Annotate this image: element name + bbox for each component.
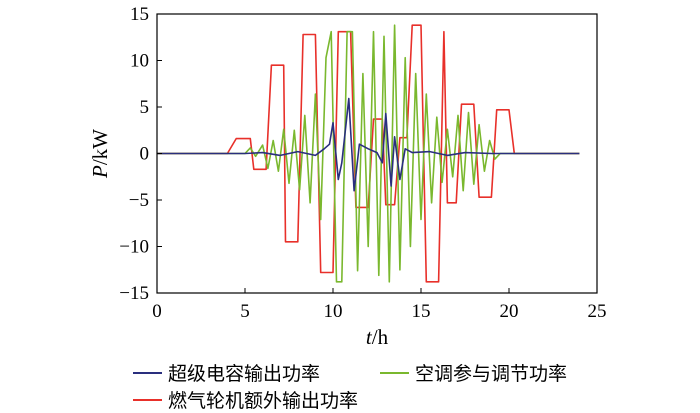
series-line-2: [157, 97, 580, 192]
series-layer: [157, 24, 580, 283]
series-line-1: [157, 24, 580, 283]
x-tick-label-1: 5: [240, 301, 250, 322]
x-axis-unit: /h: [372, 325, 389, 349]
legend-label-supercap: 超级电容输出功率: [168, 363, 320, 385]
y-tick-label-0: −15: [119, 283, 149, 304]
y-tick-label-2: −5: [129, 190, 149, 211]
x-tick-label-3: 15: [412, 301, 431, 322]
y-axis-unit: /kW: [88, 129, 112, 165]
x-axis-var: t: [366, 325, 373, 349]
legend: 超级电容输出功率 空调参与调节功率 燃气轮机额外输出功率: [133, 363, 567, 412]
x-tick-label-2: 10: [324, 301, 343, 322]
x-tick-label-4: 20: [500, 301, 519, 322]
y-tick-label-4: 5: [140, 97, 150, 118]
legend-label-aircon: 空调参与调节功率: [415, 363, 567, 385]
y-axis-var: P: [88, 165, 112, 179]
y-tick-label-3: 0: [140, 144, 150, 165]
y-axis-title: P/kW: [88, 129, 112, 179]
tick-layer: 0 5 10 15 20 25 −15 −10 −5 0 5 10 15: [119, 4, 606, 322]
legend-label-gas-turbine: 燃气轮机额外输出功率: [168, 390, 358, 412]
y-tick-label-5: 10: [130, 51, 149, 72]
x-axis-title: t/h: [366, 325, 389, 349]
x-tick-label-0: 0: [152, 301, 162, 322]
y-tick-label-1: −10: [119, 237, 149, 258]
y-tick-label-6: 15: [130, 4, 149, 25]
x-tick-label-5: 25: [588, 301, 607, 322]
